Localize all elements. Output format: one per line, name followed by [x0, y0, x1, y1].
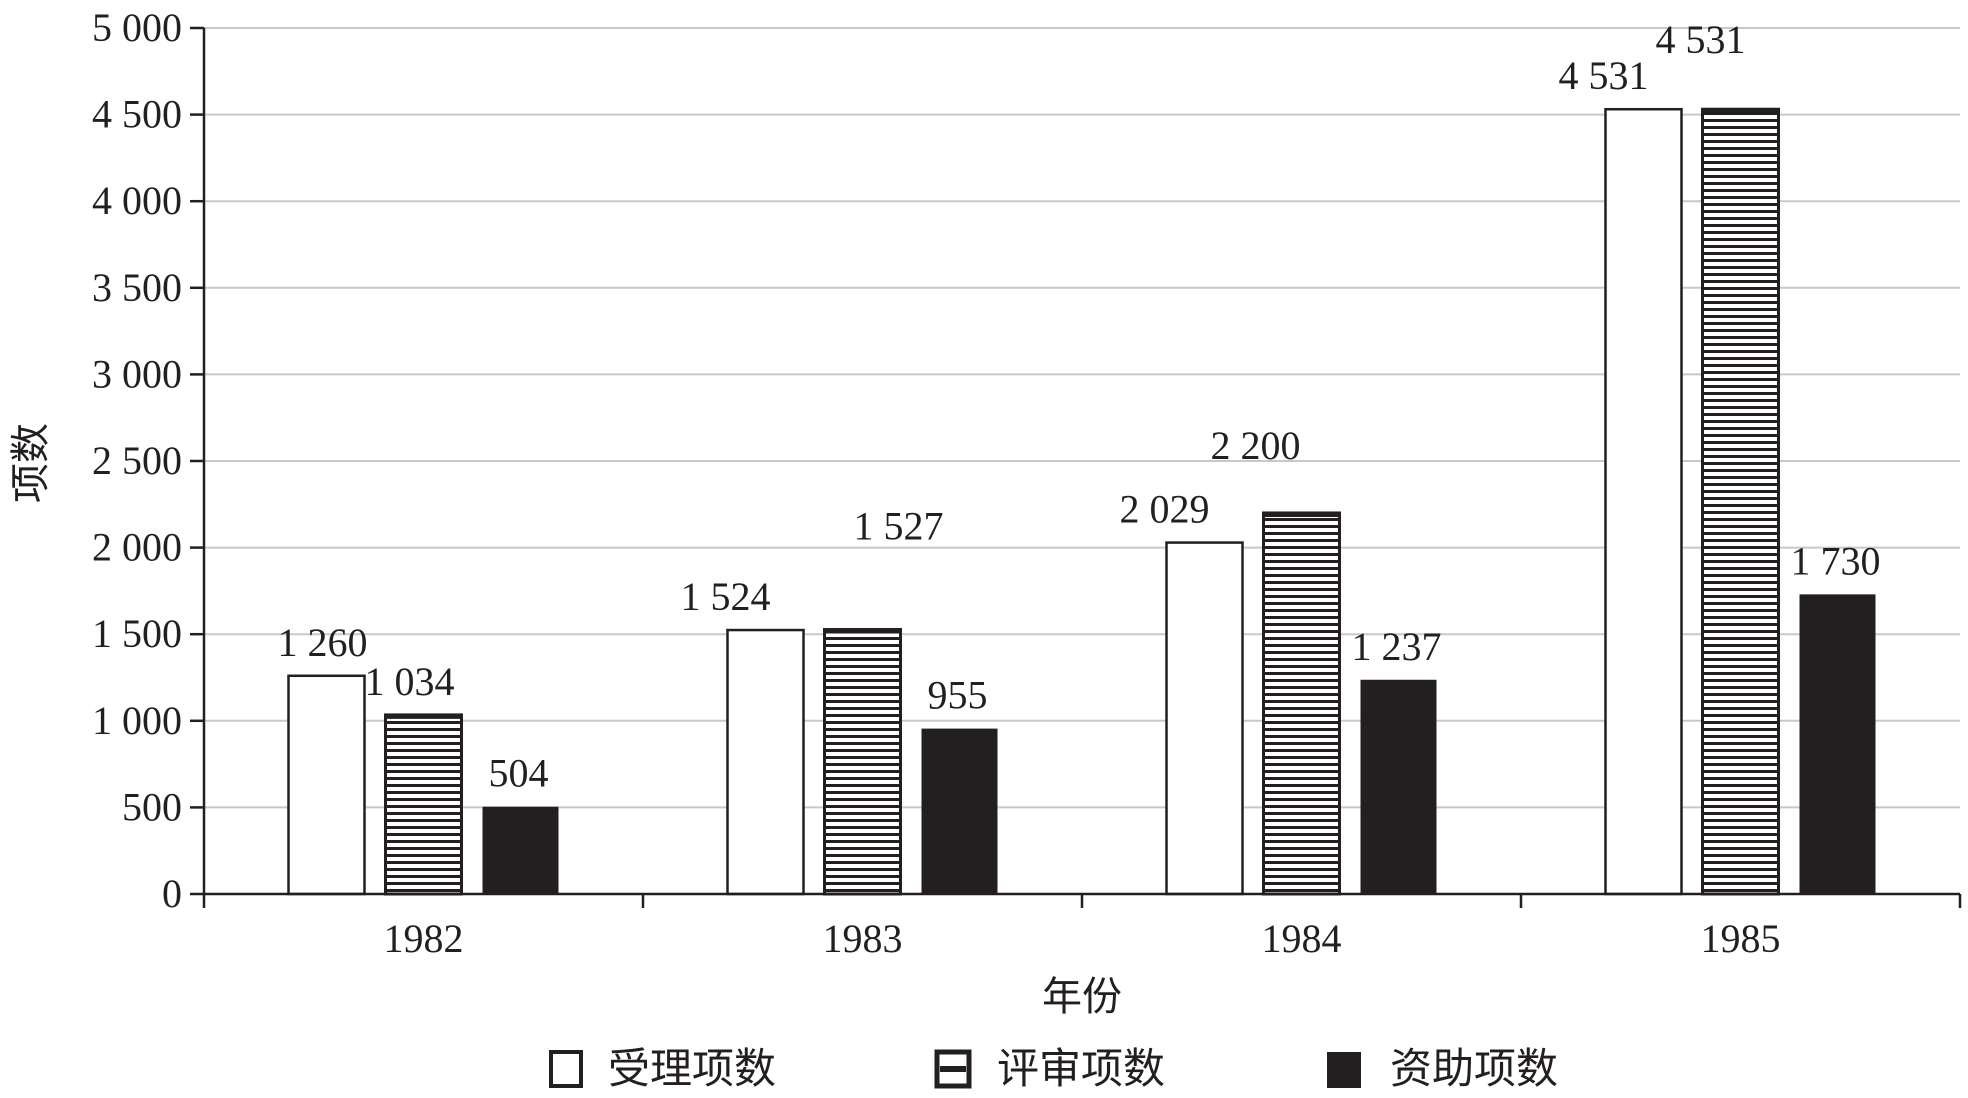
bar — [921, 728, 998, 894]
y-tick-label: 3 500 — [92, 265, 182, 310]
x-tick-label: 1982 — [384, 916, 464, 961]
y-tick-label: 3 000 — [92, 351, 182, 396]
y-tick-label: 2 500 — [92, 438, 182, 483]
y-tick-label: 1 000 — [92, 698, 182, 743]
y-tick-label: 2 000 — [92, 525, 182, 570]
bar — [1262, 511, 1341, 896]
x-tick-label: 1984 — [1262, 916, 1342, 961]
axes — [202, 28, 1960, 896]
gridlines — [204, 27, 1960, 809]
y-axis-title: 项数 — [8, 423, 54, 503]
data-label: 1 524 — [681, 574, 771, 619]
data-label: 955 — [928, 673, 988, 718]
data-label: 504 — [489, 751, 549, 796]
bars — [287, 107, 1876, 896]
y-tick-label: 5 000 — [92, 5, 182, 50]
y-tick-label: 1 500 — [92, 611, 182, 656]
legend-item-accepted: 受理项数 — [549, 1044, 776, 1093]
data-label: 1 527 — [854, 504, 944, 549]
data-label: 2 029 — [1120, 487, 1210, 532]
legend-swatch-hatched-bar — [940, 1066, 966, 1072]
legend-label-accepted: 受理项数 — [608, 1044, 776, 1093]
y-tick-label: 4 000 — [92, 178, 182, 223]
data-label: 4 531 — [1656, 17, 1746, 62]
bar — [1604, 107, 1683, 896]
bar — [1360, 679, 1437, 894]
bar — [726, 628, 805, 896]
y-axis-ticks: 0 500 1 000 1 500 2 000 2 500 3 000 3 500 4 000 4… — [92, 5, 204, 916]
data-label: 2 200 — [1211, 423, 1301, 468]
bar — [384, 713, 463, 896]
y-tick-label: 4 500 — [92, 92, 182, 137]
data-label: 1 034 — [365, 659, 455, 704]
x-axis-ticks: 1982 1983 1984 1985 — [202, 894, 1962, 961]
y-tick-label: 500 — [122, 784, 182, 829]
data-label: 1 237 — [1352, 624, 1442, 669]
data-label: 1 260 — [278, 620, 368, 665]
bar — [1165, 541, 1244, 896]
data-label: 1 730 — [1791, 538, 1881, 583]
x-tick-label: 1985 — [1701, 916, 1781, 961]
data-label: 4 531 — [1559, 53, 1649, 98]
y-tick-label: 0 — [162, 871, 182, 916]
x-tick-label: 1983 — [823, 916, 903, 961]
legend-swatch-solid — [1327, 1052, 1361, 1088]
bar — [1701, 107, 1780, 896]
legend-swatch-outline — [549, 1050, 583, 1088]
bar — [287, 674, 366, 896]
x-axis-title: 年份 — [1042, 974, 1122, 1020]
bar — [482, 806, 559, 894]
legend-label-funded: 资助项数 — [1390, 1044, 1558, 1093]
legend-item-reviewed: 评审项数 — [934, 1044, 1165, 1093]
bar — [1799, 594, 1876, 894]
legend-item-funded: 资助项数 — [1327, 1044, 1558, 1093]
legend-label-reviewed: 评审项数 — [997, 1044, 1165, 1093]
legend: 受理项数 评审项数 资助项数 — [549, 1044, 1558, 1093]
bar — [823, 628, 902, 896]
